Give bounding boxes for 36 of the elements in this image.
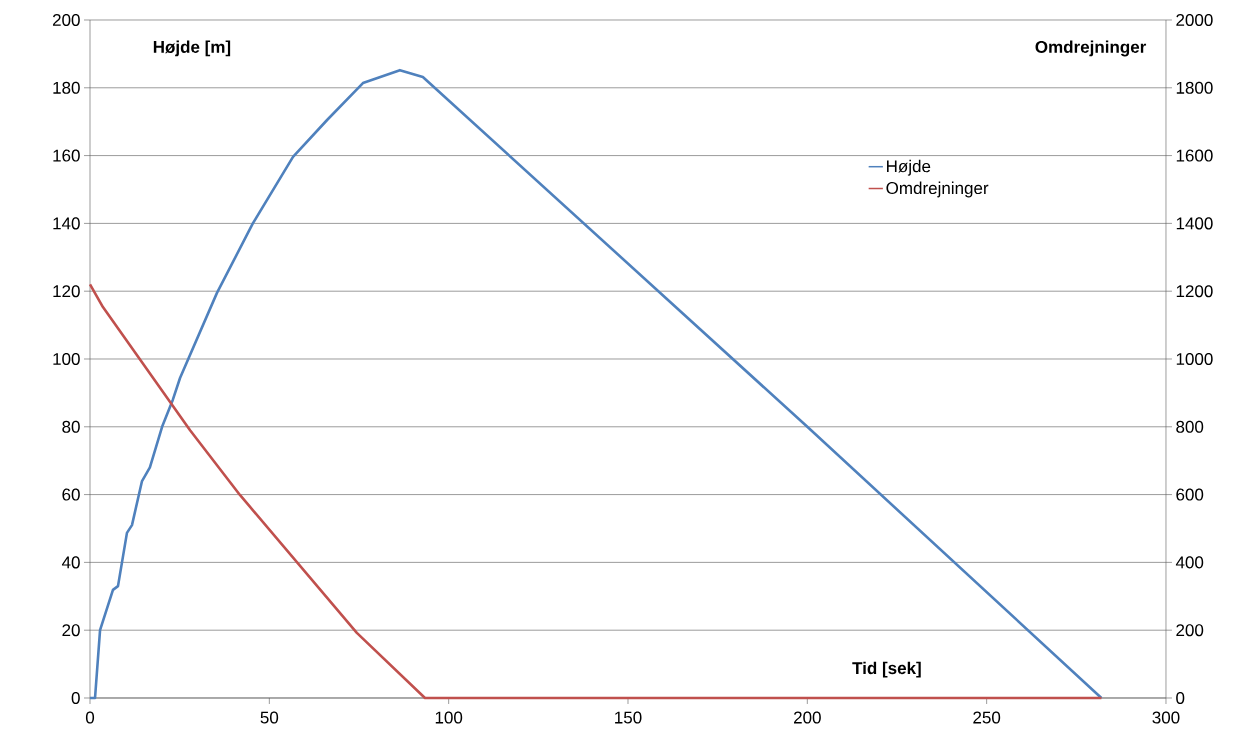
x-tick-label: 150	[615, 711, 642, 724]
y-tick-label: 20	[62, 624, 80, 637]
legend-label: Omdrejninger	[886, 181, 989, 198]
x-tick-label: 300	[1152, 711, 1180, 724]
y2-tick-label: 0	[1176, 691, 1185, 705]
y-tick-label: 40	[61, 556, 80, 569]
line-series	[88, 283, 1103, 700]
y-tick-label: 0	[71, 691, 80, 705]
y-tick-label: 100	[53, 352, 80, 366]
y2-tick-label: 1200	[1176, 285, 1213, 298]
y2-tick-label: 1800	[1176, 81, 1213, 94]
y2-tick-label: 1600	[1176, 149, 1213, 162]
y2-tick-label: 800	[1176, 420, 1204, 433]
y-tick-label: 140	[53, 217, 80, 230]
x-tick-label: 200	[794, 711, 821, 724]
x-axis-title: Tid [sek]	[852, 661, 921, 678]
y-tick-label: 180	[53, 81, 80, 94]
y-axis-title: Højde [m]	[153, 40, 231, 57]
line-series	[88, 68, 1103, 700]
legend-label: Højde	[887, 159, 931, 176]
y2-tick-label: 1400	[1176, 217, 1213, 230]
y2-axis-title: Omdrejninger	[1035, 40, 1147, 57]
y-tick-label: 60	[62, 488, 80, 501]
y2-tick-label: 200	[1176, 624, 1204, 637]
x-tick-label: 100	[435, 711, 463, 724]
y2-tick-label: 2000	[1176, 13, 1213, 27]
y-tick-label: 160	[53, 149, 80, 162]
y-tick-label: 120	[53, 285, 80, 298]
y2-tick-label: 600	[1176, 488, 1204, 501]
y2-tick-label: 400	[1175, 556, 1204, 569]
y-tick-label: 200	[52, 13, 80, 27]
x-tick-label: 0	[85, 711, 95, 724]
y2-tick-label: 1000	[1176, 352, 1213, 366]
x-tick-label: 50	[260, 711, 279, 724]
x-tick-label: 250	[973, 711, 1001, 724]
y-tick-label: 80	[62, 420, 80, 433]
